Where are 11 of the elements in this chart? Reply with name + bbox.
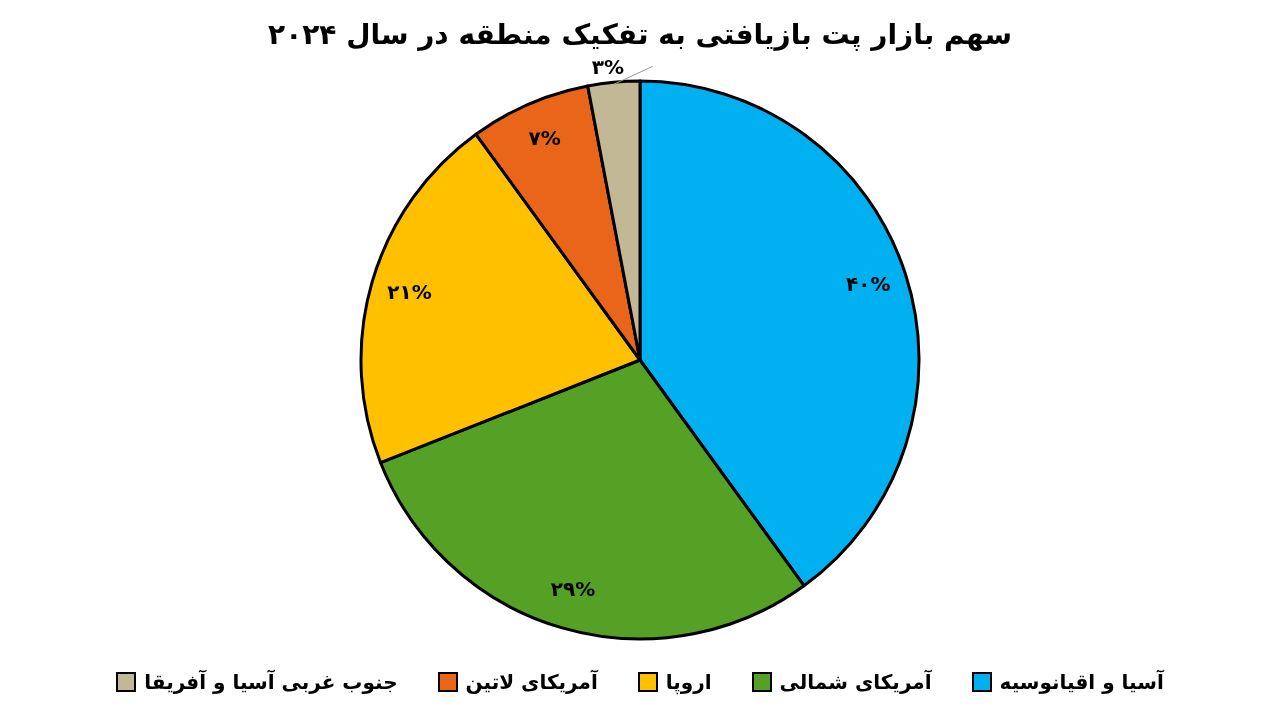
data-label: ۳% (591, 54, 624, 79)
legend-label: آمریکای لاتین (465, 670, 598, 694)
data-label: ۴۰% (845, 272, 891, 297)
legend-label: آمریکای شمالی (779, 670, 932, 694)
data-label: ۲۱% (387, 279, 432, 304)
data-label: ۲۹% (550, 576, 596, 601)
legend-label: آسیا و اقیانوسیه (999, 670, 1164, 694)
legend-label: اروپا (665, 670, 712, 694)
chart-title: سهم بازار پت بازیافتی به تفکیک منطقه در سال ۲۰۲۴ (267, 18, 1013, 51)
data-label: ۷% (528, 126, 561, 151)
legend-label: جنوب غربی آسیا و آفریقا (144, 670, 398, 694)
